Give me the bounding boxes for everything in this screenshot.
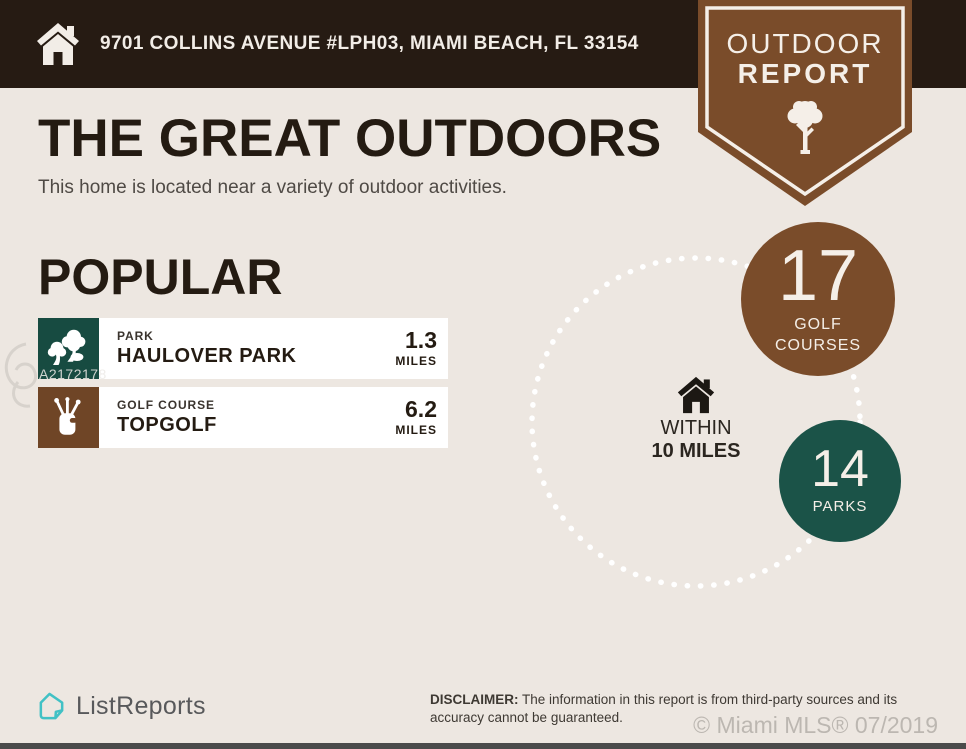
- outdoor-report-badge: OUTDOOR REPORT: [690, 0, 920, 212]
- property-address: 9701 COLLINS AVENUE #LPH03, MIAMI BEACH,…: [100, 33, 639, 54]
- trees-icon: [38, 318, 99, 379]
- place-name: HAULOVER PARK: [117, 345, 297, 367]
- ribbon-title-line1: OUTDOOR: [726, 28, 884, 59]
- place-distance: 1.3 MILES: [362, 318, 448, 379]
- list-item-text: PARK HAULOVER PARK: [99, 318, 362, 379]
- disclaimer-text: The information in this report is from t…: [430, 692, 898, 725]
- golf-bag-icon: [38, 387, 99, 448]
- ribbon-title-line2: REPORT: [737, 58, 873, 89]
- distance-value: 6.2: [405, 396, 437, 422]
- brand-logo: ListReports: [36, 691, 206, 722]
- brand-name: ListReports: [76, 692, 206, 720]
- golf-courses-label: GOLF COURSES: [774, 315, 862, 354]
- within-line1: WITHIN: [660, 417, 732, 439]
- place-name: TOPGOLF: [117, 414, 217, 436]
- mls-copyright-watermark: © Miami MLS® 07/2019: [693, 712, 938, 738]
- list-item-topgolf: GOLF COURSE TOPGOLF 6.2 MILES: [38, 387, 448, 448]
- bottom-strip: [0, 743, 966, 749]
- within-radius-label: WITHIN 10 MILES: [616, 417, 776, 463]
- page-subtitle: This home is located near a variety of o…: [38, 177, 507, 198]
- parks-label: PARKS: [812, 498, 868, 516]
- disclaimer: DISCLAIMER: The information in this repo…: [430, 691, 916, 726]
- listing-id-watermark: A2172178: [39, 366, 107, 382]
- home-icon: [677, 376, 715, 414]
- golf-courses-stat-circle: 17 GOLF COURSES: [741, 222, 895, 376]
- dotted-radius-circle: [529, 255, 863, 589]
- distance-value: 1.3: [405, 327, 437, 353]
- popular-heading: POPULAR: [38, 249, 283, 305]
- popular-list: PARK HAULOVER PARK 1.3 MILES: [38, 318, 448, 456]
- parks-count: 14: [811, 440, 869, 499]
- distance-unit: MILES: [395, 423, 437, 437]
- place-category: PARK: [117, 329, 154, 343]
- parks-stat-circle: 14 PARKS: [779, 420, 901, 542]
- listreports-logo-icon: [39, 692, 64, 720]
- golf-courses-count: 17: [777, 235, 859, 316]
- tree-icon: [787, 101, 823, 154]
- distance-unit: MILES: [395, 354, 437, 368]
- place-distance: 6.2 MILES: [362, 387, 448, 448]
- place-category: GOLF COURSE: [117, 398, 215, 412]
- page-title: THE GREAT OUTDOORS: [38, 109, 662, 168]
- within-line2: 10 MILES: [651, 440, 741, 462]
- mls-flower-watermark-icon: [4, 342, 37, 408]
- home-icon: [37, 23, 79, 65]
- list-item-text: GOLF COURSE TOPGOLF: [99, 387, 362, 448]
- list-item-haulover-park: PARK HAULOVER PARK 1.3 MILES: [38, 318, 448, 379]
- disclaimer-label: DISCLAIMER:: [430, 692, 519, 707]
